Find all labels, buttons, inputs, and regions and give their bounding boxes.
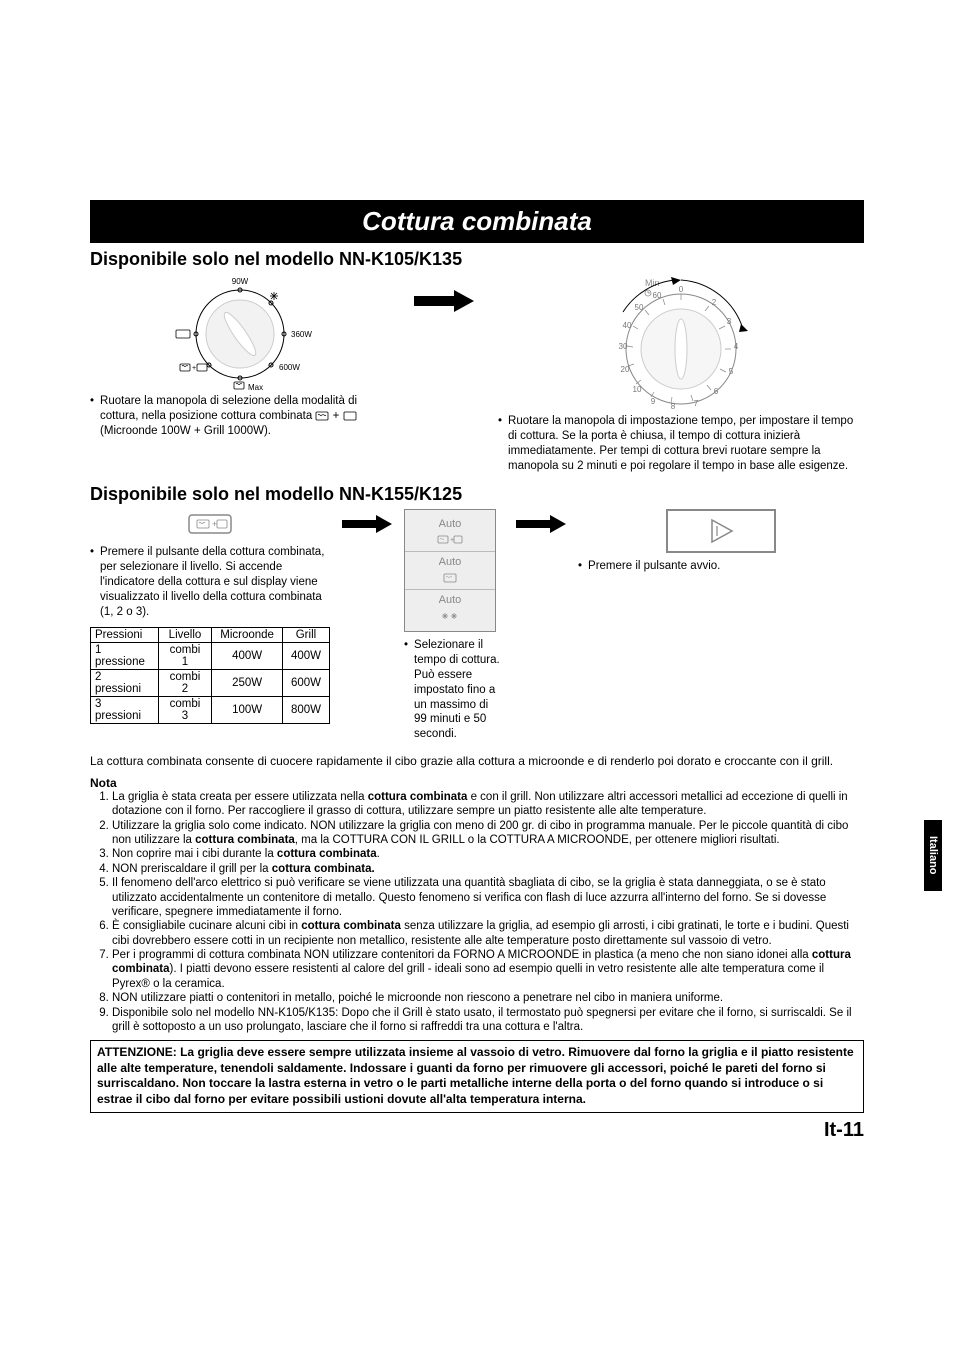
defrost-icon bbox=[270, 292, 278, 300]
panel-auto-defrost: Auto bbox=[405, 590, 495, 627]
table-row: 2 pressionicombi 2250W600W bbox=[91, 670, 330, 697]
svg-text:+: + bbox=[192, 365, 196, 372]
svg-text:0: 0 bbox=[679, 285, 684, 294]
svg-text:20: 20 bbox=[621, 365, 630, 374]
mode-dial-text: Ruotare la manopola di selezione della m… bbox=[100, 394, 390, 439]
time-select-text: Selezionare il tempo di cottura. Può ess… bbox=[414, 638, 504, 743]
svg-text:50: 50 bbox=[635, 303, 644, 312]
section1-heading: Disponibile solo nel modello NN-K105/K13… bbox=[90, 249, 864, 270]
note-item: NON utilizzare piatti o contenitori in m… bbox=[112, 991, 864, 1005]
note-item: NON preriscaldare il grill per la cottur… bbox=[112, 862, 864, 876]
panel-auto-combi: Auto + bbox=[405, 514, 495, 552]
svg-text:+: + bbox=[450, 537, 454, 544]
svg-text:2: 2 bbox=[712, 298, 717, 307]
bullet: • bbox=[404, 638, 408, 743]
table-row: 3 pressionicombi 3100W800W bbox=[91, 697, 330, 724]
timer-dial-diagram: 0 2 3 4 5 6 7 8 9 10 20 30 40 50 60 bbox=[498, 274, 864, 414]
table-cell: 400W bbox=[282, 643, 329, 670]
display-panel: Auto + Auto Auto bbox=[404, 509, 496, 632]
start-button-diagram bbox=[666, 509, 776, 553]
language-tab: Italiano bbox=[924, 820, 942, 891]
bullet: • bbox=[90, 394, 94, 439]
table-header: Microonde bbox=[212, 628, 283, 643]
note-item: Per i programmi di cottura combinata NON… bbox=[112, 948, 864, 991]
svg-text:6: 6 bbox=[714, 387, 719, 396]
table-cell: combi 1 bbox=[158, 643, 212, 670]
section2-heading: Disponibile solo nel modello NN-K155/K12… bbox=[90, 484, 864, 505]
microwave-icon bbox=[234, 382, 244, 389]
svg-text:7: 7 bbox=[694, 399, 699, 408]
note-item: Disponibile solo nel modello NN-K105/K13… bbox=[112, 1006, 864, 1035]
table-cell: 600W bbox=[282, 670, 329, 697]
notes-list: La griglia è stata creata per essere uti… bbox=[90, 790, 864, 1034]
svg-text:5: 5 bbox=[729, 367, 734, 376]
panel-auto-micro: Auto bbox=[405, 552, 495, 590]
warning-box: ATTENZIONE: La griglia deve essere sempr… bbox=[90, 1040, 864, 1112]
table-cell: 800W bbox=[282, 697, 329, 724]
bullet: • bbox=[90, 545, 94, 620]
table-cell: 1 pressione bbox=[91, 643, 159, 670]
svg-text:4: 4 bbox=[734, 342, 739, 351]
timer-dial-text: Ruotare la manopola di impostazione temp… bbox=[508, 414, 864, 474]
dial-90w: 90W bbox=[232, 277, 249, 286]
body-paragraph: La cottura combinata consente di cuocere… bbox=[90, 754, 864, 770]
table-header: Livello bbox=[158, 628, 212, 643]
combi-icon: + bbox=[180, 364, 207, 372]
combi-button-diagram: + bbox=[90, 509, 330, 539]
table-header: Grill bbox=[282, 628, 329, 643]
bullet: • bbox=[498, 414, 502, 474]
note-item: È consigliabile cucinare alcuni cibi in … bbox=[112, 919, 864, 948]
start-icon bbox=[706, 516, 736, 546]
combi-button-text: Premere il pulsante della cottura combin… bbox=[100, 545, 330, 620]
mode-dial-diagram: 90W 360W 600W Max + bbox=[90, 274, 390, 394]
table-cell: 3 pressioni bbox=[91, 697, 159, 724]
table-cell: 100W bbox=[212, 697, 283, 724]
dial-max: Max bbox=[248, 383, 263, 392]
svg-text:30: 30 bbox=[619, 342, 628, 351]
arrow-icon bbox=[414, 290, 474, 312]
svg-text:8: 8 bbox=[671, 402, 676, 411]
note-item: Utilizzare la griglia solo come indicato… bbox=[112, 819, 864, 848]
note-item: Non coprire mai i cibi durante la cottur… bbox=[112, 847, 864, 861]
svg-text:60: 60 bbox=[653, 291, 662, 300]
bullet: • bbox=[578, 559, 582, 574]
svg-text:3: 3 bbox=[727, 317, 732, 326]
svg-text:40: 40 bbox=[623, 321, 632, 330]
page-title: Cottura combinata bbox=[90, 200, 864, 243]
table-row: 1 pressionecombi 1400W400W bbox=[91, 643, 330, 670]
combi-levels-table: PressioniLivelloMicroondeGrill 1 pressio… bbox=[90, 627, 330, 724]
table-cell: combi 2 bbox=[158, 670, 212, 697]
table-cell: 400W bbox=[212, 643, 283, 670]
table-cell: 2 pressioni bbox=[91, 670, 159, 697]
grill-icon bbox=[176, 330, 190, 338]
table-header: Pressioni bbox=[91, 628, 159, 643]
note-item: La griglia è stata creata per essere uti… bbox=[112, 790, 864, 819]
note-heading: Nota bbox=[90, 776, 864, 790]
combi-icon-inline bbox=[315, 411, 329, 421]
dial-600w: 600W bbox=[279, 363, 300, 372]
svg-text:+: + bbox=[212, 519, 217, 529]
arrow-icon bbox=[516, 515, 566, 533]
svg-text:9: 9 bbox=[651, 397, 656, 406]
grill-icon-inline bbox=[343, 411, 357, 421]
note-item: Il fenomeno dell'arco elettrico si può v… bbox=[112, 876, 864, 919]
start-button-text: Premere il pulsante avvio. bbox=[588, 559, 720, 574]
table-cell: 250W bbox=[212, 670, 283, 697]
dial-360w: 360W bbox=[291, 330, 312, 339]
page-number: It-11 bbox=[90, 1119, 864, 1142]
table-cell: combi 3 bbox=[158, 697, 212, 724]
arrow-icon bbox=[342, 515, 392, 533]
svg-text:10: 10 bbox=[633, 385, 642, 394]
clock-icon bbox=[645, 290, 651, 296]
